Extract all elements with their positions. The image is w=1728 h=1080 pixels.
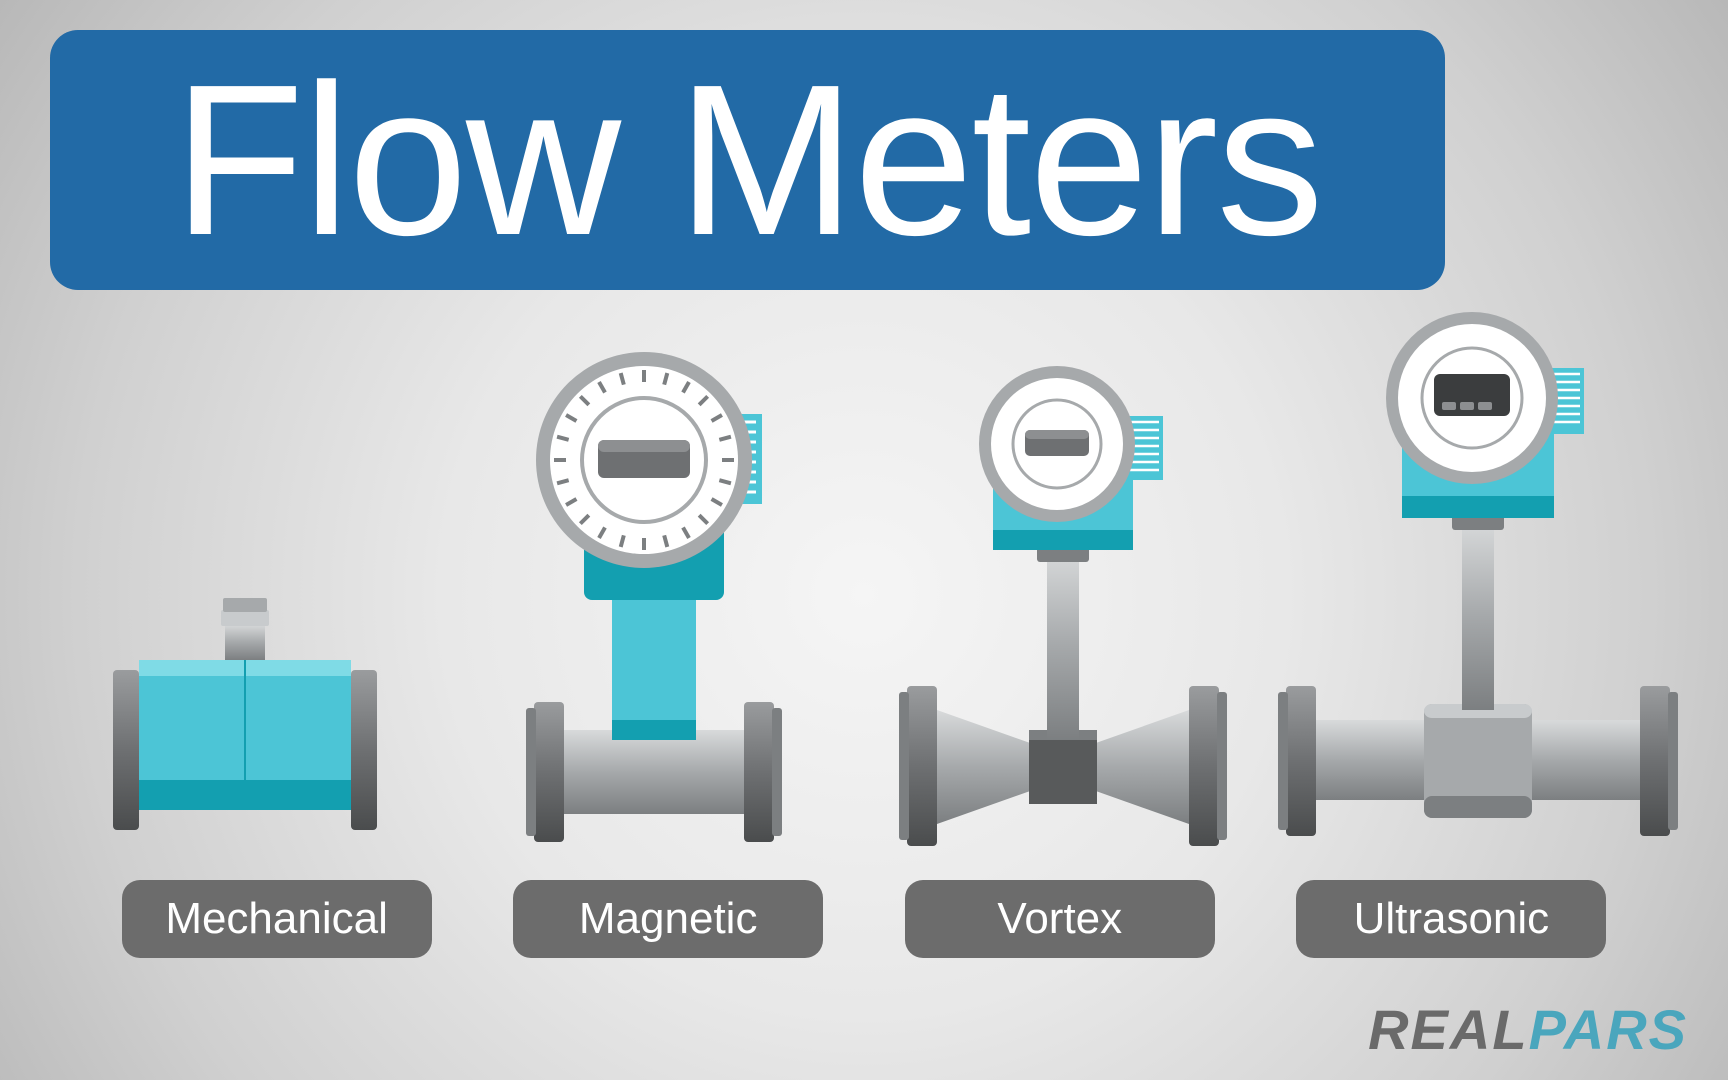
label-vortex: Vortex [905, 880, 1215, 958]
meter-ultrasonic [1268, 310, 1688, 850]
label-mechanical-text: Mechanical [165, 894, 388, 944]
mechanical-meter-icon [75, 550, 415, 850]
label-magnetic-text: Magnetic [579, 894, 758, 944]
page-title: Flow Meters [173, 36, 1322, 284]
meters-row [0, 310, 1728, 850]
labels-row: Mechanical Magnetic Vortex Ultrasonic [0, 880, 1728, 958]
brand-part2: PARS [1529, 997, 1688, 1062]
ultrasonic-meter-icon [1268, 290, 1688, 850]
magnetic-meter-icon [474, 330, 834, 850]
meter-magnetic [449, 310, 858, 850]
title-banner: Flow Meters [50, 30, 1445, 290]
label-magnetic: Magnetic [513, 880, 823, 958]
meter-vortex [859, 310, 1268, 850]
brand-part1: REAL [1368, 997, 1528, 1062]
label-vortex-text: Vortex [997, 894, 1122, 944]
label-mechanical: Mechanical [122, 880, 432, 958]
label-ultrasonic: Ultrasonic [1296, 880, 1606, 958]
meter-mechanical [40, 310, 449, 850]
brand-logo: REALPARS [1368, 997, 1688, 1062]
label-ultrasonic-text: Ultrasonic [1354, 894, 1550, 944]
vortex-meter-icon [873, 330, 1253, 850]
